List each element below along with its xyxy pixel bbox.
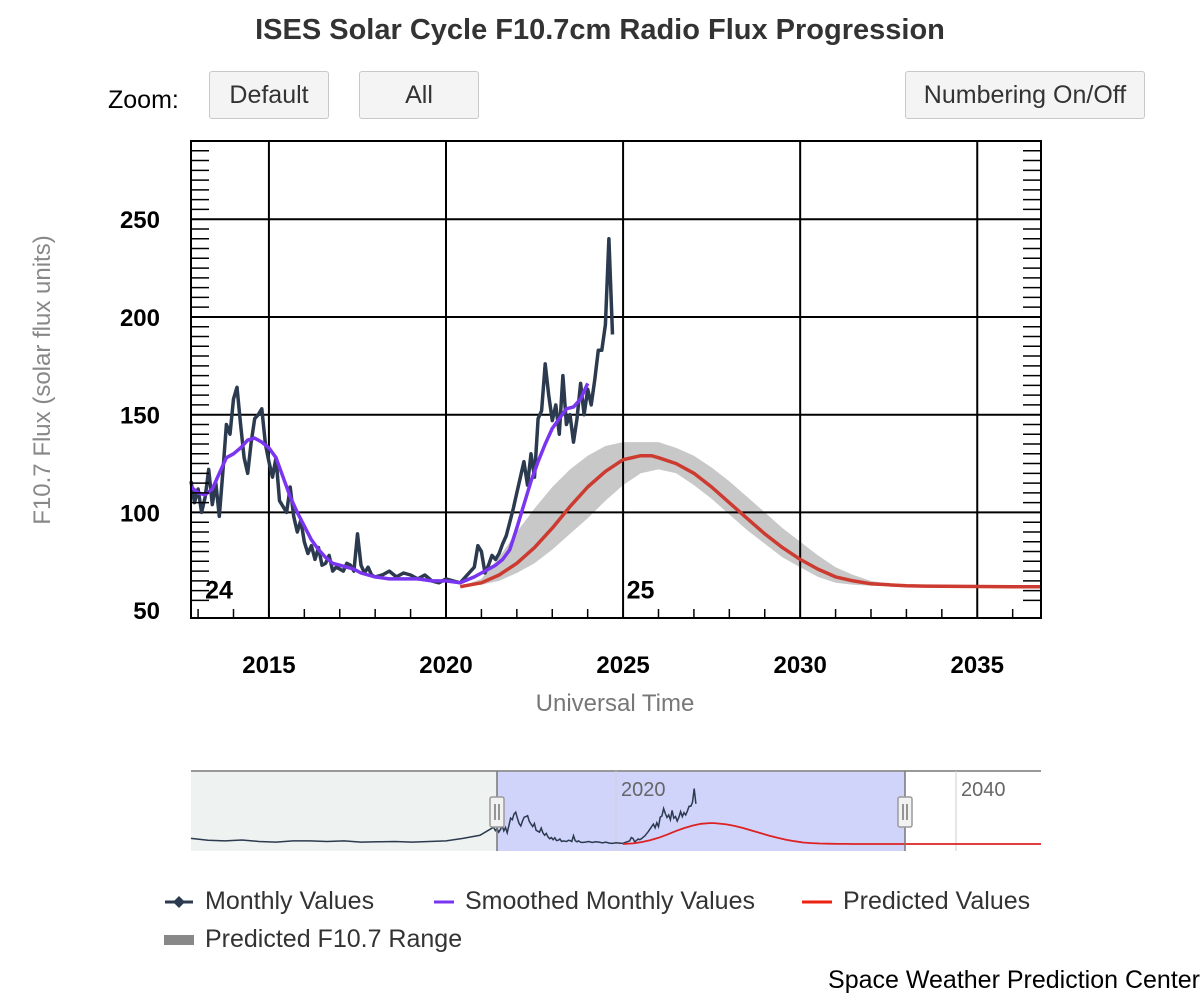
legend: Monthly Values Smoothed Monthly Values P… <box>163 887 1063 967</box>
navigator-handle-right[interactable] <box>897 796 913 828</box>
zoom-label: Zoom: <box>108 86 179 114</box>
legend-marker-smoothed <box>434 900 454 903</box>
x-tick-label: 2035 <box>951 652 1004 679</box>
grid-layer <box>191 141 1041 618</box>
navigator-history-line <box>190 788 697 845</box>
y-tick-label: 50 <box>133 598 160 625</box>
x-tick-label: 2025 <box>596 652 649 679</box>
cycle-label: 25 <box>627 577 655 605</box>
x-tick-label: 2030 <box>773 652 826 679</box>
legend-item-range[interactable]: Predicted F10.7 Range <box>163 925 462 954</box>
navigator-tick-label: 2040 <box>961 779 1006 801</box>
legend-item-monthly[interactable]: Monthly Values <box>163 887 374 916</box>
navigator-selected-range <box>497 771 905 851</box>
navigator-handle-grip <box>897 796 913 828</box>
x-tick-label: 2015 <box>242 652 295 679</box>
y-tick-label: 100 <box>120 500 160 527</box>
legend-label-smoothed: Smoothed Monthly Values <box>465 887 755 915</box>
y-tick-label: 200 <box>120 305 160 332</box>
zoom-all-button[interactable]: All <box>359 71 479 119</box>
y-axis-title: F10.7 Flux (solar flux units) <box>29 235 56 524</box>
series-predicted-line <box>459 453 1041 589</box>
navigator[interactable]: 2020 2040 <box>190 770 1041 851</box>
numbering-toggle-button[interactable]: Numbering On/Off <box>905 71 1145 119</box>
legend-item-predicted[interactable]: Predicted Values <box>801 887 1030 916</box>
x-axis-title: Universal Time <box>536 690 695 717</box>
legend-label-monthly: Monthly Values <box>205 887 375 915</box>
axes-layer: 2015 2020 2025 2030 2035 50 100 150 200 250 24 25 <box>120 140 1042 679</box>
series-layer <box>189 236 1041 589</box>
credit-text: Space Weather Prediction Center <box>828 966 1200 994</box>
navigator-handle-left[interactable] <box>489 796 505 828</box>
y-tick-label: 150 <box>120 403 160 430</box>
legend-marker-predicted <box>802 900 832 903</box>
y-tick-label: 250 <box>120 207 160 234</box>
x-tick-label: 2020 <box>419 652 472 679</box>
legend-marker-monthly <box>165 895 193 908</box>
zoom-default-button[interactable]: Default <box>209 71 329 119</box>
plot-frame <box>190 140 1042 619</box>
legend-label-range: Predicted F10.7 Range <box>205 925 463 953</box>
legend-marker-range <box>164 934 194 945</box>
navigator-tick-label: 2020 <box>621 779 666 801</box>
series-smoothed-line <box>189 382 590 585</box>
navigator-handle-grip <box>489 796 505 828</box>
legend-label-predicted: Predicted Values <box>843 887 1031 915</box>
navigator-outside-left <box>191 771 497 851</box>
predicted-range-band <box>460 442 1041 587</box>
cycle-label: 24 <box>205 577 233 605</box>
chart-title: ISES Solar Cycle F10.7cm Radio Flux Prog… <box>255 14 945 46</box>
navigator-predicted-line <box>622 822 1041 845</box>
predicted-range-layer <box>460 442 1041 587</box>
legend-item-smoothed[interactable]: Smoothed Monthly Values <box>433 887 755 916</box>
